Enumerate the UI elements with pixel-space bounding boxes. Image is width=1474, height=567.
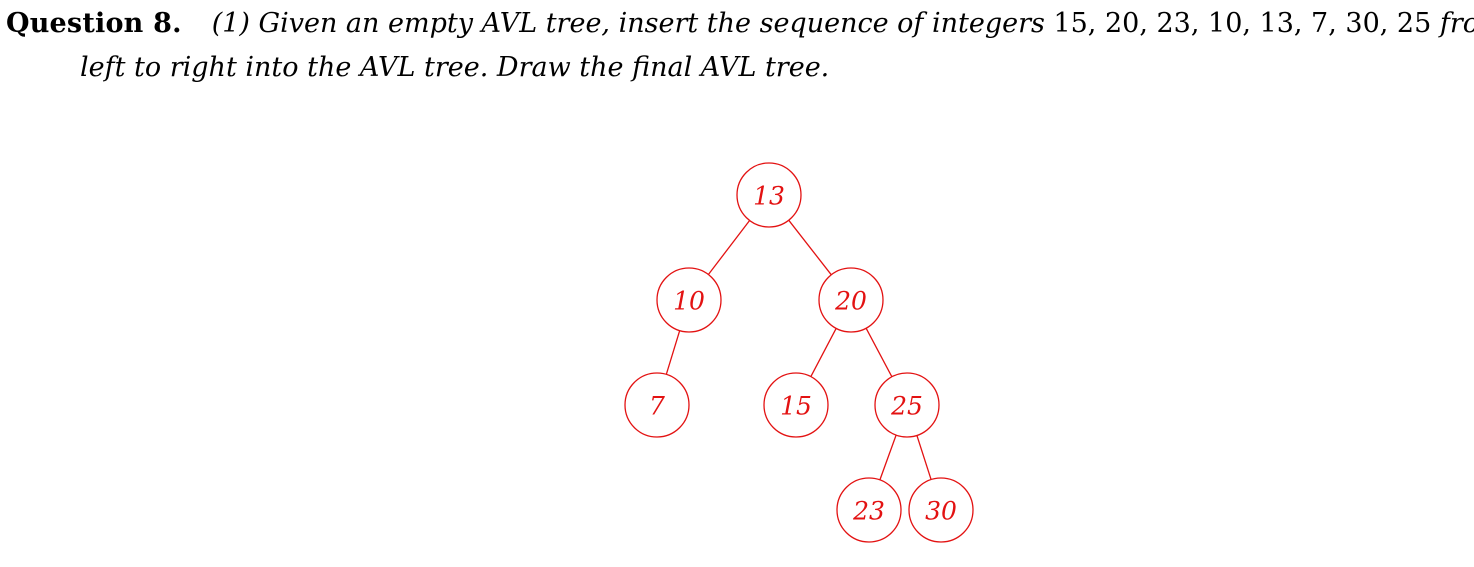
tree-edge-13-10	[707, 220, 751, 275]
node-circle	[624, 372, 690, 438]
tree-node-7: 7	[624, 372, 690, 438]
question-prompt: (1) Given an empty AVL tree, insert the …	[211, 8, 1045, 39]
tree-node-15: 15	[763, 372, 829, 438]
tree-node-20: 20	[818, 267, 884, 333]
node-circle	[908, 477, 974, 543]
question-prompt-end: from	[1439, 8, 1474, 39]
node-label: 23	[852, 497, 885, 526]
node-label: 20	[834, 287, 867, 316]
question-text: Question 8. (1) Given an empty AVL tree, …	[6, 2, 1474, 90]
node-label: 25	[890, 392, 923, 421]
node-circle	[736, 162, 802, 228]
node-label: 15	[780, 392, 812, 421]
tree-edges	[665, 219, 932, 481]
tree-node-10: 10	[656, 267, 722, 333]
tree-edge-20-25	[865, 327, 893, 378]
node-label: 7	[649, 392, 665, 421]
tree-edge-25-23	[879, 434, 897, 481]
tree-edge-25-30	[916, 435, 932, 480]
question-line-1: Question 8. (1) Given an empty AVL tree, …	[6, 2, 1474, 46]
question-label: Question 8.	[6, 8, 182, 39]
tree-node-30: 30	[908, 477, 974, 543]
node-label: 30	[925, 497, 957, 526]
node-label: 10	[673, 287, 705, 316]
tree-node-25: 25	[874, 372, 940, 438]
tree-node-13: 13	[736, 162, 802, 228]
tree-edge-13-20	[788, 219, 832, 276]
tree-edge-10-7	[665, 330, 681, 375]
tree-node-23: 23	[836, 477, 902, 543]
node-label: 13	[753, 182, 785, 211]
node-circle	[836, 477, 902, 543]
tree-nodes: 13 10 20 7 15 25 23 30	[624, 162, 974, 543]
node-circle	[656, 267, 722, 333]
node-circle	[763, 372, 829, 438]
node-circle	[874, 372, 940, 438]
question-line-2: left to right into the AVL tree. Draw th…	[80, 52, 830, 83]
node-circle	[818, 267, 884, 333]
insert-sequence: 15, 20, 23, 10, 13, 7, 30, 25	[1053, 8, 1432, 39]
tree-edge-20-15	[810, 327, 837, 378]
